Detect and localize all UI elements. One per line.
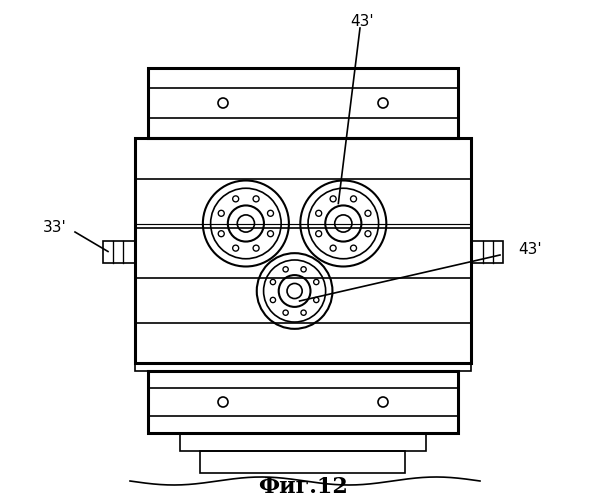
Bar [471,240,503,262]
Text: 43': 43' [518,242,542,258]
Text: Фиг.12: Фиг.12 [258,476,348,498]
Text: 43': 43' [350,14,374,30]
Bar [135,138,471,363]
Bar [103,240,135,262]
Bar [148,371,458,433]
Bar [180,433,426,451]
Bar [135,363,471,371]
Text: 33': 33' [43,220,67,236]
Bar [200,451,405,473]
Bar [148,68,458,138]
